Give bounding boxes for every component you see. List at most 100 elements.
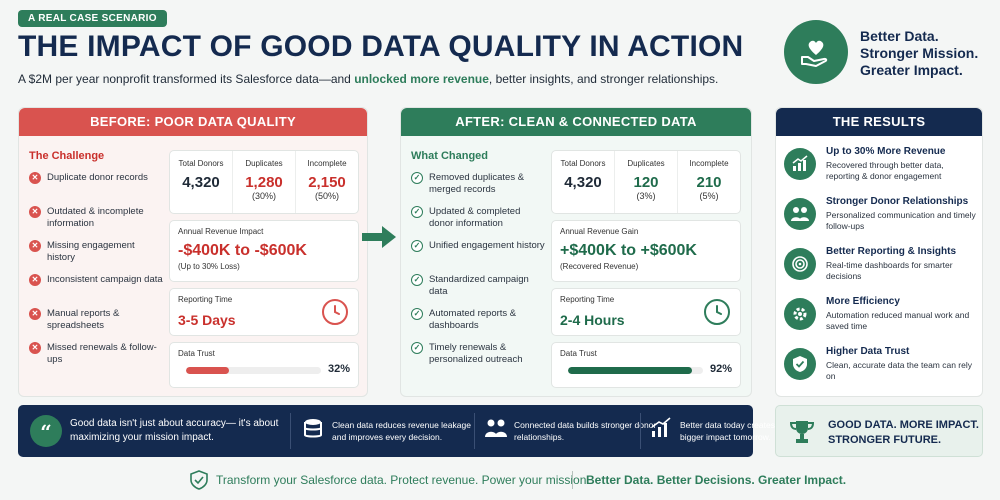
brand-block: Better Data. Stronger Mission. Greater I… <box>784 18 984 88</box>
after-panel: AFTER: CLEAN & CONNECTED DATA What Chang… <box>400 107 752 397</box>
page-subtitle: A $2M per year nonprofit transformed its… <box>18 72 718 86</box>
stat-incomplete: Incomplete 2,150 (50%) <box>296 151 358 213</box>
brand-tagline: Better Data. Stronger Mission. Greater I… <box>860 28 978 79</box>
reporting-label: Reporting Time <box>178 295 233 304</box>
stat-label: Duplicates <box>627 159 665 168</box>
list-item-text: Missing engagement history <box>47 240 135 263</box>
bottom-banner: “ Good data isn't just about accuracy— i… <box>18 405 782 457</box>
reporting-label: Reporting Time <box>560 295 615 304</box>
revenue-value: -$400K to -$600K <box>178 242 307 259</box>
result-desc: Recovered through better data, reporting… <box>826 160 944 181</box>
banner-divider <box>290 413 291 449</box>
before-revenue-card: Annual Revenue Impact -$400K to -$600K (… <box>169 220 359 282</box>
list-item: ✓ Unified engagement history <box>411 240 546 274</box>
list-item-text: Removed duplicates & merged records <box>429 172 525 195</box>
results-header: THE RESULTS <box>776 108 982 136</box>
list-item-text: Unified engagement history <box>429 240 545 251</box>
reporting-value: 2-4 Hours <box>560 312 625 328</box>
stat-label: Incomplete <box>307 159 347 168</box>
revenue-label: Annual Revenue Impact <box>178 227 264 236</box>
list-item-text: Standardized campaign data <box>429 274 529 297</box>
chart-growth-icon <box>784 148 816 180</box>
trust-label: Data Trust <box>178 349 215 358</box>
x-circle-icon: ✕ <box>29 240 41 252</box>
stat-label: Total Donors <box>178 159 224 168</box>
before-reporting-card: Reporting Time 3-5 Days <box>169 288 359 336</box>
result-desc: Personalized communication and timely fo… <box>826 210 976 231</box>
list-item-text: Missed renewals & follow-ups <box>47 342 157 365</box>
result-item-reporting: Better Reporting & Insights Real-time da… <box>784 246 978 294</box>
list-item: ✓ Standardized campaign data <box>411 274 546 308</box>
revenue-sub: (Recovered Revenue) <box>560 262 639 271</box>
footer-divider <box>572 471 573 489</box>
trust-label: Data Trust <box>560 349 597 358</box>
impact-box: GOOD DATA. MORE IMPACT. STRONGER FUTURE. <box>775 405 983 457</box>
list-item-text: Outdated & incomplete information <box>47 206 144 229</box>
stat-value: 2,150 <box>308 174 346 191</box>
list-item: ✕ Manual reports & spreadsheets <box>29 308 164 342</box>
x-circle-icon: ✕ <box>29 206 41 218</box>
list-item: ✕ Outdated & incomplete information <box>29 206 164 240</box>
trust-bar-fill <box>186 367 230 374</box>
stat-total-donors: Total Donors 4,320 <box>170 151 233 213</box>
chart-growth-icon <box>650 417 674 441</box>
list-item: ✓ Automated reports & dashboards <box>411 308 546 342</box>
stat-sub: (5%) <box>699 191 719 201</box>
after-trust-card: Data Trust 92% <box>551 342 741 388</box>
revenue-sub: (Up to 30% Loss) <box>178 262 240 271</box>
banner-divider <box>474 413 475 449</box>
check-circle-icon: ✓ <box>411 342 423 354</box>
x-circle-icon: ✕ <box>29 342 41 354</box>
clock-icon <box>322 299 348 325</box>
impact-line-1: GOOD DATA. MORE IMPACT. <box>828 419 979 431</box>
arrow-right-icon <box>360 222 400 252</box>
brand-line-1: Better Data. <box>860 28 939 44</box>
banner-main-text: Good data isn't just about accuracy— it'… <box>70 418 279 443</box>
stat-duplicates: Duplicates 1,280 (30%) <box>233 151 296 213</box>
list-item: ✕ Duplicate donor records <box>29 172 164 206</box>
before-trust-card: Data Trust 32% <box>169 342 359 388</box>
stat-sub: (50%) <box>314 191 339 201</box>
list-item-text: Timely renewals & personalized outreach <box>429 342 523 365</box>
stat-label: Total Donors <box>560 159 606 168</box>
banner-divider <box>640 413 641 449</box>
brand-line-2: Stronger Mission. <box>860 45 979 61</box>
stat-sub: (3%) <box>636 191 656 201</box>
stat-value: 120 <box>633 174 659 191</box>
subtitle-highlight: unlocked more revenue <box>354 72 489 86</box>
list-item: ✓ Updated & completed donor information <box>411 206 546 240</box>
result-title: More Efficiency <box>826 296 900 307</box>
subtitle-text: A $2M per year nonprofit transformed its… <box>18 72 355 86</box>
list-item-text: Manual reports & spreadsheets <box>47 308 120 331</box>
list-item: ✕ Inconsistent campaign data <box>29 274 164 308</box>
check-circle-icon: ✓ <box>411 206 423 218</box>
revenue-value: +$400K to +$600K <box>560 242 697 259</box>
list-item: ✕ Missed renewals & follow-ups <box>29 342 164 376</box>
banner-item-text: Better data today creates a bigger impac… <box>680 420 783 442</box>
stat-value: 210 <box>696 174 722 191</box>
stat-value: 4,320 <box>182 174 220 191</box>
trust-percent: 32% <box>327 363 350 375</box>
quote-icon: “ <box>30 415 62 447</box>
list-item: ✓ Timely renewals & personalized outreach <box>411 342 546 376</box>
challenge-list: ✕ Duplicate donor records ✕ Outdated & inc… <box>29 172 164 376</box>
footer-tagline-right: Better Data. Better Decisions. Greater I… <box>586 473 847 487</box>
banner-item-text: Clean data reduces revenue leakage and i… <box>332 420 471 442</box>
before-header: BEFORE: POOR DATA QUALITY <box>19 108 367 136</box>
trust-percent: 92% <box>709 363 732 375</box>
check-circle-icon: ✓ <box>411 274 423 286</box>
stat-sub: (30%) <box>251 191 276 201</box>
clock-icon <box>704 299 730 325</box>
impact-text: GOOD DATA. MORE IMPACT. STRONGER FUTURE. <box>828 418 979 448</box>
scenario-tag: A REAL CASE SCENARIO <box>18 10 167 27</box>
after-header: AFTER: CLEAN & CONNECTED DATA <box>401 108 751 136</box>
result-desc: Clean, accurate data the team can rely o… <box>826 360 972 381</box>
result-title: Up to 30% More Revenue <box>826 146 946 157</box>
after-revenue-card: Annual Revenue Gain +$400K to +$600K (Re… <box>551 220 741 282</box>
changes-title: What Changed <box>411 150 488 162</box>
check-circle-icon: ✓ <box>411 308 423 320</box>
check-circle-icon: ✓ <box>411 240 423 252</box>
footer: Transform your Salesforce data. Protect … <box>0 465 1000 495</box>
revenue-label: Annual Revenue Gain <box>560 227 639 236</box>
banner-item-text: Connected data builds stronger donor rel… <box>514 420 657 442</box>
